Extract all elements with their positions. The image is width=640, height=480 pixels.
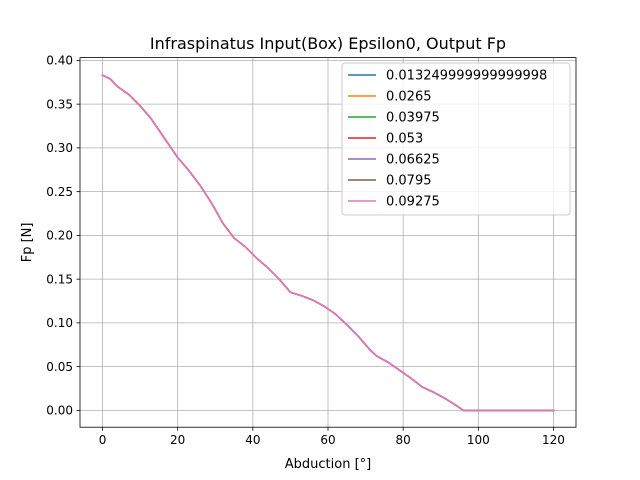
grid xyxy=(80,57,576,428)
y-tick-label: 0.15 xyxy=(46,272,73,286)
x-axis-ticks: 0 20 40 60 80 100 120 xyxy=(99,427,565,447)
legend-label: 0.03975 xyxy=(386,111,440,126)
x-tick-label: 120 xyxy=(542,433,565,447)
x-tick-label: 20 xyxy=(170,433,185,447)
legend: 0.013249999999999998 0.0265 0.03975 0.053 0.… xyxy=(341,62,571,216)
y-tick-label: 0.10 xyxy=(46,316,73,330)
y-tick-label: 0.40 xyxy=(46,54,73,68)
y-tick-label: 0.25 xyxy=(46,185,73,199)
y-tick-label: 0.05 xyxy=(46,360,73,374)
legend-label: 0.013249999999999998 xyxy=(386,69,547,84)
legend-label: 0.06625 xyxy=(386,153,440,168)
y-tick-label: 0.00 xyxy=(46,404,73,418)
x-tick-label: 60 xyxy=(320,433,335,447)
x-tick-label: 40 xyxy=(245,433,260,447)
y-tick-label: 0.35 xyxy=(46,97,73,111)
x-tick-label: 80 xyxy=(396,433,411,447)
legend-label: 0.053 xyxy=(386,132,423,147)
legend-label: 0.0265 xyxy=(386,90,432,105)
legend-label: 0.09275 xyxy=(386,195,440,210)
legend-label: 0.0795 xyxy=(386,174,432,189)
y-tick-label: 0.30 xyxy=(46,141,73,155)
y-axis-ticks: 0.00 0.05 0.10 0.15 0.20 0.25 0.30 0.35 0.40 xyxy=(46,54,80,418)
series-lines xyxy=(101,74,555,412)
y-axis-label: Fp [N] xyxy=(20,223,35,263)
legend-box xyxy=(341,62,571,216)
x-axis-label: Abduction [°] xyxy=(285,457,371,472)
series-line-7 xyxy=(101,74,555,412)
x-tick-label: 100 xyxy=(467,433,490,447)
x-tick-label: 0 xyxy=(99,433,107,447)
y-tick-label: 0.20 xyxy=(46,229,73,243)
chart-title: Infraspinatus Input(Box) Epsilon0, Outpu… xyxy=(150,34,506,53)
